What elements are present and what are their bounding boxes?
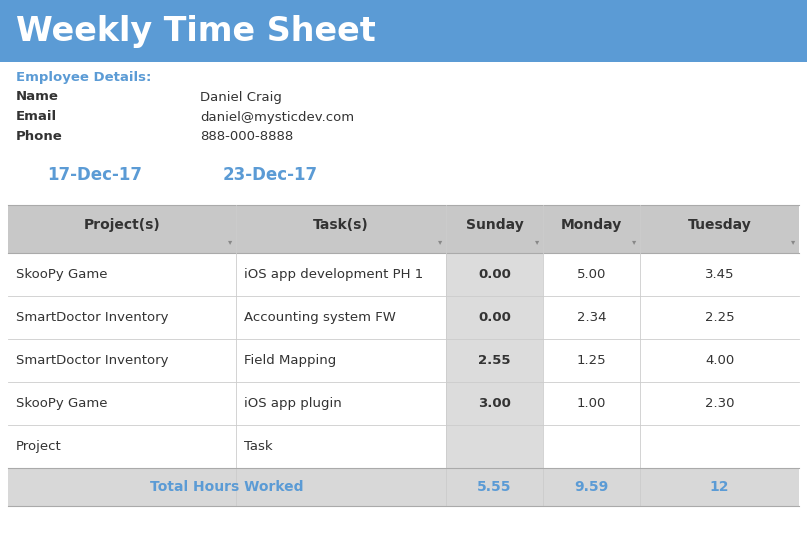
Bar [446, 425, 543, 468]
Bar [8, 205, 799, 253]
Text: ▾: ▾ [438, 237, 442, 246]
Text: 2.34: 2.34 [577, 311, 606, 324]
Bar [446, 382, 543, 425]
Bar [8, 253, 799, 296]
Text: Project: Project [16, 440, 62, 453]
Text: 9.59: 9.59 [575, 480, 608, 494]
Text: Field Mapping: Field Mapping [244, 354, 337, 367]
Text: Email: Email [16, 110, 57, 123]
Text: 888-000-8888: 888-000-8888 [200, 130, 293, 143]
Text: SkooPy Game: SkooPy Game [16, 397, 107, 410]
Text: Tuesday: Tuesday [688, 218, 751, 232]
Text: SkooPy Game: SkooPy Game [16, 268, 107, 281]
Text: 12: 12 [709, 480, 730, 494]
Bar [8, 468, 799, 506]
Text: 5.00: 5.00 [577, 268, 606, 281]
Text: Task(s): Task(s) [313, 218, 369, 232]
Bar [446, 253, 543, 296]
Text: 1.00: 1.00 [577, 397, 606, 410]
Text: SmartDoctor Inventory: SmartDoctor Inventory [16, 311, 169, 324]
Text: 2.30: 2.30 [705, 397, 734, 410]
Text: 5.55: 5.55 [477, 480, 512, 494]
Text: Sunday: Sunday [466, 218, 524, 232]
Text: 17-Dec-17: 17-Dec-17 [48, 166, 143, 184]
Text: Project(s): Project(s) [84, 218, 161, 232]
Text: 3.00: 3.00 [478, 397, 511, 410]
Bar [8, 382, 799, 425]
Text: SmartDoctor Inventory: SmartDoctor Inventory [16, 354, 169, 367]
Text: Weekly Time Sheet: Weekly Time Sheet [16, 15, 376, 48]
Text: iOS app plugin: iOS app plugin [244, 397, 341, 410]
Text: ▾: ▾ [632, 237, 636, 246]
Text: Total Hours Worked: Total Hours Worked [150, 480, 303, 494]
Text: ▾: ▾ [791, 237, 795, 246]
Bar [8, 425, 799, 468]
Text: Accounting system FW: Accounting system FW [244, 311, 396, 324]
Text: 4.00: 4.00 [705, 354, 734, 367]
Text: daniel@mysticdev.com: daniel@mysticdev.com [200, 110, 354, 123]
Text: 1.25: 1.25 [577, 354, 606, 367]
Text: 3.45: 3.45 [705, 268, 734, 281]
Bar [0, 0, 807, 62]
Text: iOS app development PH 1: iOS app development PH 1 [244, 268, 423, 281]
Text: Phone: Phone [16, 130, 63, 143]
Text: 23-Dec-17: 23-Dec-17 [223, 166, 318, 184]
Text: ▾: ▾ [228, 237, 232, 246]
Bar [8, 296, 799, 339]
Text: 0.00: 0.00 [478, 268, 511, 281]
Bar [8, 339, 799, 382]
Text: Name: Name [16, 90, 59, 103]
Text: 0.00: 0.00 [478, 311, 511, 324]
Bar [446, 296, 543, 339]
Text: ▾: ▾ [535, 237, 539, 246]
Text: Monday: Monday [561, 218, 622, 232]
Bar [446, 339, 543, 382]
Text: 2.55: 2.55 [479, 354, 511, 367]
Text: Daniel Craig: Daniel Craig [200, 90, 282, 103]
Text: 2.25: 2.25 [705, 311, 734, 324]
Text: Task: Task [244, 440, 273, 453]
Text: Employee Details:: Employee Details: [16, 71, 152, 84]
